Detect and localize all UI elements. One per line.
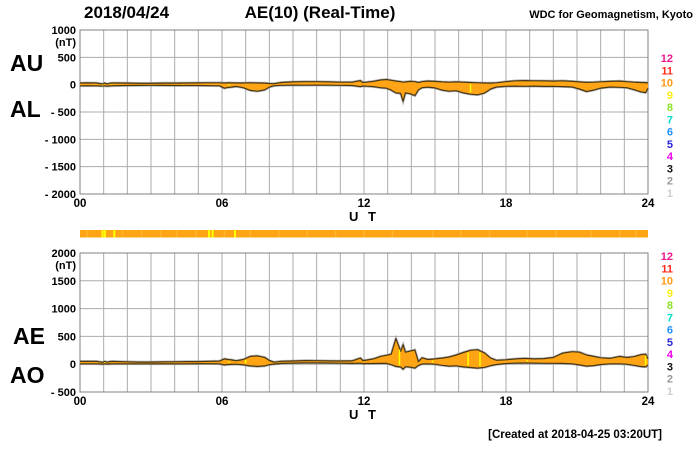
legend-count-11: 11 <box>661 65 673 77</box>
svg-text:- 500: - 500 <box>51 387 76 399</box>
svg-text:0: 0 <box>70 80 76 92</box>
svg-text:06: 06 <box>216 396 229 408</box>
svg-text:18: 18 <box>500 198 513 210</box>
svg-text:12: 12 <box>358 198 371 210</box>
svg-text:- 1000: - 1000 <box>45 134 76 146</box>
y-axis-unit-label: (nT) <box>55 37 76 49</box>
legend-count-9: 9 <box>667 288 673 300</box>
legend-count-3: 3 <box>667 164 673 176</box>
svg-text:2000: 2000 <box>52 248 76 260</box>
y-axis-unit-label: (nT) <box>55 260 76 272</box>
x-axis-tick-labels: 00 06 12 18 24 U T <box>74 396 655 422</box>
svg-text:1000: 1000 <box>52 25 76 37</box>
svg-text:- 500: - 500 <box>51 107 76 119</box>
legend-count-8: 8 <box>667 102 673 114</box>
x-axis-title: U T <box>349 407 379 422</box>
legend-count-7: 7 <box>667 312 673 324</box>
index-band <box>79 78 650 106</box>
svg-text:18: 18 <box>500 396 513 408</box>
legend-count-11: 11 <box>661 263 673 275</box>
legend-count-3: 3 <box>667 362 673 374</box>
legend-count-6: 6 <box>667 325 673 337</box>
svg-text:1000: 1000 <box>52 304 76 316</box>
grid-lines <box>79 252 649 393</box>
legend-count-10: 10 <box>661 276 673 288</box>
chart-au-al: 1000 500 0 - 500 - 1000 - 1500 - 2000 (nT) 00 06 1… <box>45 25 674 224</box>
plot-border <box>79 252 649 393</box>
svg-text:00: 00 <box>74 396 87 408</box>
data-availability-bar <box>80 230 648 238</box>
svg-text:24: 24 <box>642 396 655 408</box>
grid-lines <box>79 29 649 195</box>
legend-count-4: 4 <box>667 151 674 163</box>
au-axis-label: AU <box>10 50 44 76</box>
svg-text:06: 06 <box>216 198 229 210</box>
legend-count-9: 9 <box>667 90 673 102</box>
svg-text:24: 24 <box>642 198 655 210</box>
legend-count-8: 8 <box>667 300 673 312</box>
legend-count-2: 2 <box>667 374 673 386</box>
legend-count-5: 5 <box>667 139 673 151</box>
y-axis-tick-labels: 1000 500 0 - 500 - 1000 - 1500 - 2000 (nT) <box>45 25 77 201</box>
page-title: AE(10) (Real-Time) <box>244 3 396 22</box>
x-axis-tick-labels: 00 06 12 18 24 U T <box>74 198 655 224</box>
svg-text:500: 500 <box>58 331 76 343</box>
svg-text:00: 00 <box>74 198 87 210</box>
legend-count-12: 12 <box>661 251 673 263</box>
date-title: 2018/04/24 <box>84 3 170 22</box>
legend-count-1: 1 <box>667 386 673 398</box>
svg-text:- 1500: - 1500 <box>45 162 76 174</box>
al-axis-label: AL <box>10 96 41 122</box>
ae-axis-label: AE <box>13 323 45 349</box>
legend-count-12: 12 <box>661 53 673 65</box>
legend-count-1: 1 <box>667 188 673 200</box>
plot-border <box>79 29 649 195</box>
svg-text:12: 12 <box>358 396 371 408</box>
legend-count-7: 7 <box>667 114 673 126</box>
legend-count-6: 6 <box>667 127 673 139</box>
svg-text:0: 0 <box>70 359 76 371</box>
y-axis-tick-labels: 2000 1500 1000 500 0 - 500 (nT) <box>51 248 76 399</box>
legend-count-10: 10 <box>661 78 673 90</box>
index-band <box>80 334 650 372</box>
svg-text:1500: 1500 <box>52 276 76 288</box>
legend-count-5: 5 <box>667 337 673 349</box>
ao-axis-label: AO <box>10 362 45 388</box>
svg-text:- 2000: - 2000 <box>45 189 76 201</box>
legend-count-2: 2 <box>667 176 673 188</box>
created-at-label: [Created at 2018-04-25 03:20UT] <box>488 429 662 441</box>
source-label: WDC for Geomagnetism, Kyoto <box>529 9 693 21</box>
legend-count-4: 4 <box>667 349 674 361</box>
svg-text:500: 500 <box>58 52 76 64</box>
x-axis-title: U T <box>349 209 379 224</box>
